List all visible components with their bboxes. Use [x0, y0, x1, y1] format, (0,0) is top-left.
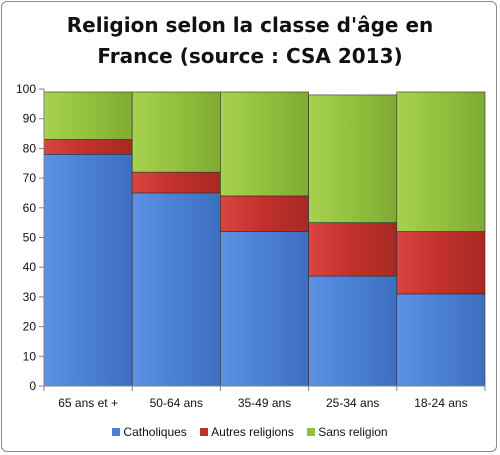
- y-tick-label-100: 100: [16, 82, 36, 96]
- chart-title-line-2: France (source : CSA 2013): [97, 44, 403, 68]
- chart-title-line-1: Religion selon la classe d'âge en: [66, 13, 434, 37]
- y-tick-label-20: 20: [23, 320, 37, 334]
- bar-autres-religions-18-24-ans: [396, 231, 486, 295]
- legend-item-sans-religion: Sans religion: [307, 425, 388, 439]
- bar-sans-religion-35-49-ans: [220, 91, 309, 197]
- y-tick-label-40: 40: [23, 260, 37, 274]
- y-tick-label-70: 70: [23, 171, 37, 185]
- legend-swatch-sans-religion: [307, 428, 316, 436]
- y-tick-label-60: 60: [23, 201, 37, 215]
- legend-label-sans-religion: Sans religion: [318, 425, 388, 439]
- bar-catholiques-65-ans-et: [43, 154, 133, 387]
- labels-layer: 0 10 20 30 40 50 60 70 80 90 100 65 ans et + 50-64 a…: [16, 82, 468, 410]
- bar-sans-religion-18-24-ans: [396, 91, 486, 232]
- bar-autres-religions-35-49-ans: [220, 195, 309, 232]
- chart-title: Religion selon la classe d'âge en France…: [0, 10, 500, 72]
- bar-autres-religions-65-ans-et: [43, 139, 133, 155]
- bar-autres-religions-25-34-ans: [308, 222, 398, 277]
- y-tick-label-10: 10: [23, 349, 37, 363]
- x-tick-label-50-64-ans: 50-64 ans: [150, 396, 203, 410]
- bars-layer: [43, 91, 486, 387]
- legend: Catholiques Autres religions Sans religi…: [0, 425, 500, 439]
- y-tick-label-80: 80: [23, 141, 37, 155]
- bar-catholiques-50-64-ans: [131, 192, 221, 387]
- bar-catholiques-18-24-ans: [396, 293, 486, 387]
- x-tick-label-25-34-ans: 25-34 ans: [326, 396, 379, 410]
- legend-item-autres-religions: Autres religions: [200, 425, 294, 439]
- bar-sans-religion-65-ans-et: [43, 91, 133, 140]
- legend-label-catholiques: Catholiques: [123, 425, 187, 439]
- x-tick-label-65-ans-et: 65 ans et +: [58, 396, 118, 410]
- bar-sans-religion-50-64-ans: [131, 91, 221, 173]
- axes-layer: [39, 88, 486, 391]
- y-tick-label-50: 50: [23, 231, 37, 245]
- legend-swatch-autres-religions: [200, 428, 209, 436]
- legend-item-catholiques: Catholiques: [112, 425, 187, 439]
- legend-label-autres-religions: Autres religions: [211, 425, 294, 439]
- legend-swatch-catholiques: [112, 428, 121, 436]
- y-tick-label-90: 90: [23, 112, 37, 126]
- x-tick-label-35-49-ans: 35-49 ans: [238, 396, 291, 410]
- bar-catholiques-35-49-ans: [220, 231, 309, 387]
- bar-sans-religion-25-34-ans: [308, 94, 398, 223]
- x-tick-label-18-24-ans: 18-24 ans: [414, 396, 467, 410]
- y-tick-label-30: 30: [23, 290, 37, 304]
- y-tick-label-0: 0: [29, 379, 36, 393]
- bar-catholiques-25-34-ans: [308, 275, 398, 387]
- bar-autres-religions-50-64-ans: [131, 171, 221, 194]
